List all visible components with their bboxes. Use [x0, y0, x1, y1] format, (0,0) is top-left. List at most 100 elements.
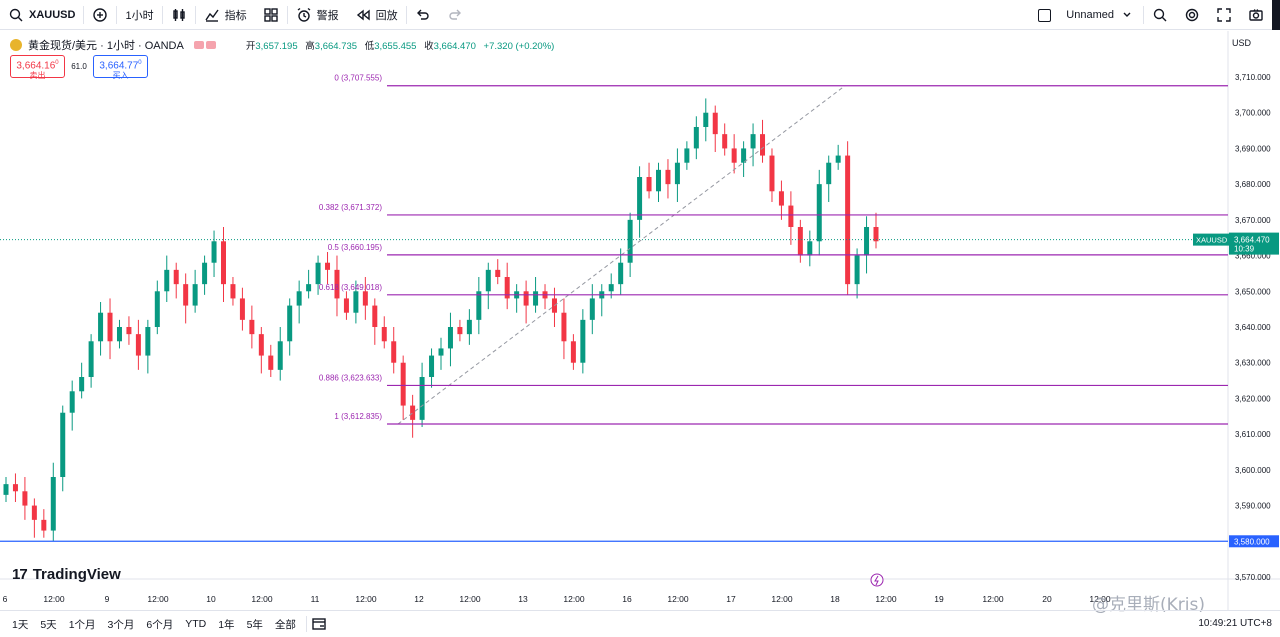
candle-body	[79, 377, 85, 392]
indicators-button[interactable]: 指标	[196, 0, 255, 30]
sell-button[interactable]: 3,664.160 卖出	[10, 55, 65, 80]
candle-body	[627, 219, 633, 263]
candle-body	[202, 262, 208, 285]
range-button[interactable]: 1个月	[68, 618, 96, 631]
time-axis-label: 12:00	[147, 594, 169, 604]
candle-body	[391, 341, 397, 363]
candle-body	[211, 241, 217, 263]
price-axis-label: 3,640.000	[1235, 323, 1271, 332]
tradingview-logo[interactable]: 17 TradingView	[12, 566, 121, 583]
candle-body	[665, 169, 671, 185]
templates-button[interactable]	[255, 0, 287, 30]
layout-selector[interactable]: Unnamed	[1030, 0, 1143, 30]
time-axis-label: 11	[311, 594, 320, 604]
candle-body	[438, 348, 444, 356]
range-button[interactable]: 6个月	[146, 618, 174, 631]
candle-body	[769, 155, 775, 192]
snapshot-button[interactable]	[1240, 0, 1272, 30]
candle-body	[3, 484, 9, 495]
candle-body	[570, 341, 576, 363]
candle-body	[353, 291, 359, 313]
time-axis-label: 12	[414, 594, 424, 604]
candle-body	[116, 327, 122, 342]
candle-body	[864, 227, 870, 256]
legend-title[interactable]: 黄金现货/美元 · 1小时 · OANDA	[28, 40, 184, 52]
price-axis-label: 3,600.000	[1235, 466, 1271, 475]
candle-body	[372, 305, 378, 327]
buy-button[interactable]: 3,664.770 买入	[93, 55, 148, 80]
candle-body	[230, 284, 236, 299]
price-chart[interactable]: 3,710.000 3,700.000 3,690.000 3,680.000 3,67…	[0, 31, 1280, 610]
currency-selector[interactable]: USD	[1232, 38, 1252, 48]
layout-name: Unnamed	[1066, 9, 1114, 21]
range-button[interactable]: 全部	[274, 618, 296, 631]
candle-body	[98, 312, 104, 342]
time-axis-label: 12:00	[667, 594, 689, 604]
candle-body	[50, 477, 56, 531]
candle-body	[797, 227, 803, 256]
toolbar-divider	[1143, 6, 1144, 24]
market-status-dot	[193, 41, 204, 49]
undo-button[interactable]	[407, 0, 439, 30]
price-axis-label: 3,680.000	[1235, 180, 1271, 189]
toolbar-divider	[194, 5, 196, 24]
toolbar-divider	[161, 5, 163, 24]
plus-circle-icon	[92, 7, 108, 23]
redo-button[interactable]	[439, 0, 471, 30]
time-axis-label: 12:00	[251, 594, 273, 604]
buy-price-sup: 0	[138, 60, 142, 66]
candle-body	[476, 291, 482, 320]
quick-search-button[interactable]	[1144, 0, 1176, 30]
alert-button[interactable]: 警报	[288, 0, 347, 30]
candle-body	[807, 241, 813, 256]
time-axis-label: 17	[726, 594, 736, 604]
candle-body	[778, 191, 784, 206]
fullscreen-icon	[1216, 7, 1232, 23]
fib-level-label: 0.618 (3,649.018)	[319, 283, 382, 292]
replay-button[interactable]: 回放	[347, 0, 406, 30]
candle-body	[873, 227, 879, 242]
price-axis-label: 3,670.000	[1235, 216, 1271, 225]
time-axis-label: 12:00	[355, 594, 377, 604]
candle-body	[192, 284, 198, 306]
candle-body	[684, 148, 690, 163]
search-bolt-icon	[1152, 7, 1168, 23]
sell-price-sup: 0	[55, 60, 59, 66]
time-axis-label: 12:00	[563, 594, 585, 604]
range-button[interactable]: 3个月	[107, 618, 135, 631]
candle-body	[410, 405, 416, 420]
gold-symbol-icon	[10, 39, 22, 51]
price-axis-label: 3,630.000	[1235, 359, 1271, 368]
candle-body	[618, 262, 624, 285]
goto-date-icon[interactable]	[311, 616, 327, 632]
fullscreen-button[interactable]	[1208, 0, 1240, 30]
search-icon	[8, 7, 24, 23]
alert-label: 警报	[316, 9, 339, 22]
settings-button[interactable]	[1176, 0, 1208, 30]
price-axis-label: 3,570.000	[1235, 573, 1271, 582]
range-button[interactable]: 1天	[12, 618, 29, 631]
last-price-label: 3,664.470	[1234, 236, 1270, 245]
interval-button[interactable]: 1小时	[117, 0, 161, 30]
candle-body	[183, 284, 189, 306]
bottom-toolbar: 1天 5天 1个月 3个月 6个月 YTD 1年 5年 全部 10:49:21 UTC+8	[0, 610, 1280, 637]
bar-countdown: 10:39	[1234, 245, 1255, 254]
range-button[interactable]: 1年	[218, 618, 235, 631]
compare-button[interactable]	[84, 0, 116, 30]
price-axis-label: 3,590.000	[1235, 502, 1271, 511]
candle-body	[334, 269, 340, 299]
candle-body	[788, 205, 794, 227]
symbol-search-button[interactable]: XAUUSD	[0, 0, 83, 30]
clock-timezone[interactable]: 10:49:21 UTC+8	[1198, 618, 1272, 629]
range-button[interactable]: 5天	[40, 618, 57, 631]
range-button[interactable]: 5年	[246, 618, 263, 631]
event-marker-icon[interactable]	[870, 573, 884, 587]
chart-type-button[interactable]	[163, 0, 195, 30]
layout-checkbox[interactable]	[1038, 8, 1052, 22]
price-axis[interactable]	[1228, 31, 1280, 579]
candle-body	[343, 298, 349, 313]
candle-body	[400, 362, 406, 406]
range-button[interactable]: YTD	[185, 618, 207, 630]
buy-price: 3,664.77	[99, 60, 139, 72]
